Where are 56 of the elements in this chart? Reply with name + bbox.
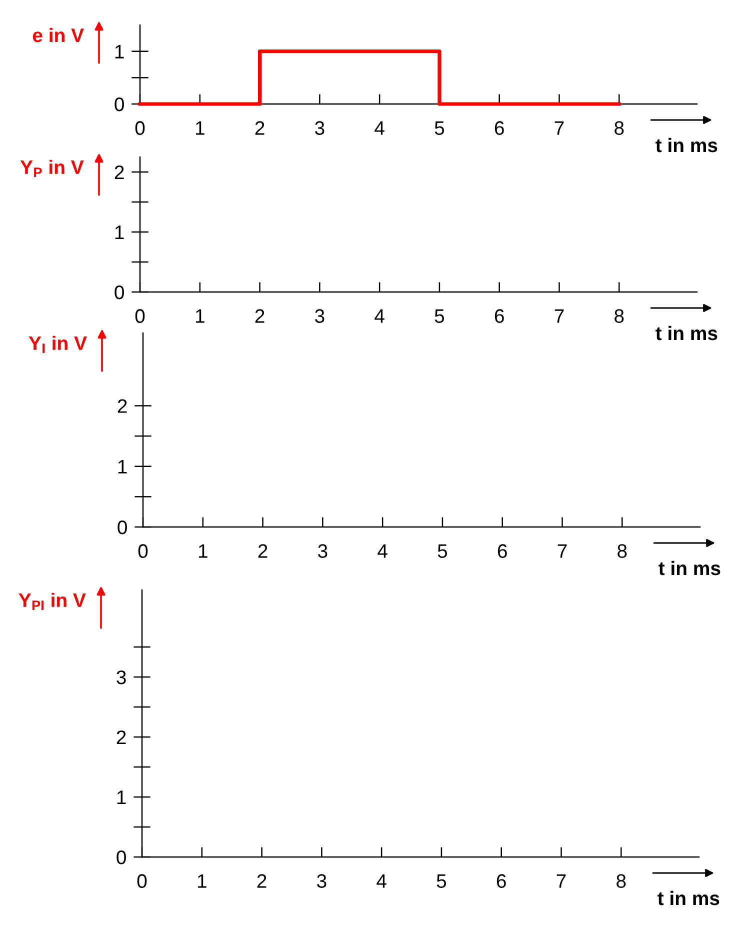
- x-tick-label: 7: [558, 544, 567, 558]
- y-axis-title: e in V: [32, 28, 84, 42]
- x-tick-label: 1: [196, 309, 204, 323]
- x-tick-label: 8: [614, 309, 624, 323]
- x-tick-label: 2: [255, 309, 264, 323]
- x-tick-label: 1: [196, 121, 204, 135]
- y-tick-label: 1: [115, 45, 124, 58]
- x-tick-label: 4: [374, 309, 384, 323]
- y-tick-label: 0: [114, 97, 124, 112]
- x-tick-label: 3: [315, 121, 324, 135]
- x-tick-label: 1: [198, 544, 208, 558]
- y-tick-label: 2: [116, 730, 126, 744]
- y-axis-title: Y$_{I}$ in V: [28, 336, 87, 354]
- x-tick-label: 6: [496, 874, 506, 888]
- y-tick-label: 3: [116, 670, 126, 684]
- x-tick-label: 2: [257, 874, 266, 888]
- y-tick-label: 0: [116, 850, 126, 864]
- x-tick-label: 5: [434, 309, 444, 323]
- y-axis-title: Y$_{P}$ in V: [20, 160, 84, 178]
- x-tick-label: 4: [378, 544, 388, 558]
- x-tick-label: 5: [436, 874, 446, 888]
- y-tick-label: 1: [117, 790, 126, 804]
- x-axis-title: t in ms: [658, 890, 720, 906]
- x-tick-label: 3: [315, 309, 324, 323]
- x-tick-label: 1: [198, 874, 206, 888]
- x-tick-label: 8: [616, 874, 626, 888]
- y-axis-title: Y$_{PI}$ in V: [18, 592, 86, 610]
- x-tick-label: 7: [554, 121, 564, 135]
- x-axis-title: t in ms: [658, 560, 720, 576]
- x-axis-title: t in ms: [656, 138, 718, 152]
- x-tick-label: 6: [498, 544, 507, 558]
- x-tick-label: 8: [618, 544, 627, 558]
- x-tick-label: 0: [137, 874, 147, 888]
- y-tick-label: 1: [118, 460, 127, 474]
- x-tick-label: 7: [556, 874, 566, 888]
- x-tick-label: 4: [376, 874, 386, 888]
- y-tick-label: 1: [115, 226, 124, 240]
- x-tick-label: 3: [317, 874, 326, 888]
- y-tick-label: 2: [114, 165, 124, 180]
- x-tick-label: 2: [255, 121, 264, 135]
- x-tick-label: 0: [135, 309, 145, 323]
- y-tick-label: 0: [114, 285, 124, 300]
- x-tick-label: 0: [135, 121, 145, 135]
- x-tick-label: 2: [258, 544, 268, 558]
- x-tick-label: 6: [494, 121, 504, 135]
- x-tick-label: 3: [318, 544, 328, 558]
- x-tick-label: 8: [614, 121, 624, 135]
- x-axis-title: t in ms: [656, 326, 718, 340]
- x-tick-label: 7: [554, 309, 564, 323]
- x-tick-label: 0: [138, 544, 148, 558]
- y-tick-label: 0: [118, 520, 127, 534]
- x-tick-label: 6: [494, 309, 504, 323]
- x-tick-label: 5: [434, 121, 444, 135]
- x-tick-label: 4: [374, 121, 384, 135]
- x-tick-label: 5: [438, 544, 448, 558]
- y-tick-label: 2: [118, 399, 127, 413]
